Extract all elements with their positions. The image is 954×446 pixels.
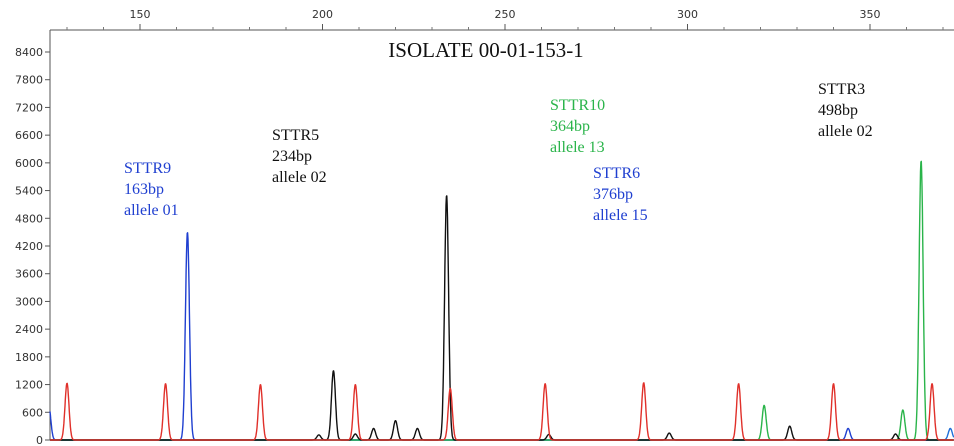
- trace-series-2: [49, 427, 954, 441]
- x-tick-label: 250: [495, 8, 516, 21]
- peak-label-line: STTR3: [818, 81, 865, 98]
- peak-label-line: 364bp: [550, 118, 590, 135]
- y-tick-label: 3600: [15, 268, 43, 281]
- chart-title: ISOLATE 00-01-153-1: [388, 38, 583, 62]
- peak-label-line: 498bp: [818, 102, 858, 119]
- trace-series-5: [49, 382, 954, 441]
- y-tick-label: 3000: [15, 295, 43, 308]
- peak-label-line: 234bp: [272, 148, 312, 165]
- y-tick-label: 7800: [15, 74, 43, 87]
- y-tick-label: 4800: [15, 212, 43, 225]
- x-tick-label: 200: [312, 8, 333, 21]
- x-tick-label: 350: [860, 8, 881, 21]
- trace-series-1: [49, 232, 954, 441]
- peak-label: STTR10 364bp allele 13: [550, 97, 605, 156]
- peak-label-line: allele 02: [818, 123, 873, 140]
- peak-label-line: STTR9: [124, 160, 171, 177]
- y-tick-label: 2400: [15, 323, 43, 336]
- y-tick-label: 8400: [15, 46, 43, 59]
- peak-label: STTR6 376bp allele 15: [593, 165, 648, 224]
- y-tick-label: 1200: [15, 379, 43, 392]
- peak-label-line: allele 13: [550, 139, 605, 156]
- peak-label-line: STTR10: [550, 97, 605, 114]
- peak-label-line: 163bp: [124, 181, 164, 198]
- y-tick-label: 7200: [15, 101, 43, 114]
- y-tick-label: 6600: [15, 129, 43, 142]
- y-tick-label: 5400: [15, 185, 43, 198]
- peak-label: STTR5 234bp allele 02: [272, 127, 327, 186]
- peak-label-line: STTR5: [272, 127, 319, 144]
- peak-label: STTR3 498bp allele 02: [818, 81, 873, 140]
- y-axis: 0 600 1200 1800 2400 3000 3600 4200 4800 5400 6000…: [15, 46, 50, 446]
- peak-label-line: 376bp: [593, 186, 633, 203]
- trace-layer: [49, 160, 954, 441]
- x-tick-label: 300: [677, 8, 698, 21]
- y-tick-label: 0: [36, 434, 43, 446]
- y-tick-label: 4200: [15, 240, 43, 253]
- y-tick-label: 600: [22, 406, 43, 419]
- peak-label-line: allele 02: [272, 169, 327, 186]
- peak-label-line: STTR6: [593, 165, 640, 182]
- x-tick-label: 150: [130, 8, 151, 21]
- y-tick-label: 6000: [15, 157, 43, 170]
- peak-label-line: allele 15: [593, 207, 648, 224]
- peak-label: STTR9 163bp allele 01: [124, 160, 179, 219]
- peak-label-line: allele 01: [124, 202, 179, 219]
- x-axis: 150200250300350400450500: [66, 8, 944, 30]
- y-tick-label: 1800: [15, 351, 43, 364]
